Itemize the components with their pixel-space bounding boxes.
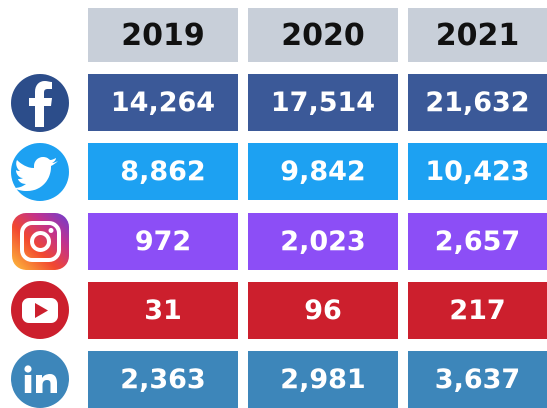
youtube-icon	[11, 281, 69, 339]
header-cell: 2021	[408, 8, 547, 62]
data-cell: 217	[408, 282, 547, 339]
data-cell: 14,264	[88, 74, 238, 131]
header-cell: 2020	[248, 8, 398, 62]
data-cell: 2,363	[88, 351, 238, 408]
data-cell: 96	[248, 282, 398, 339]
data-cell: 10,423	[408, 143, 547, 200]
facebook-icon	[11, 74, 69, 132]
data-cell: 2,657	[408, 213, 547, 270]
data-cell: 9,842	[248, 143, 398, 200]
data-cell: 972	[88, 213, 238, 270]
data-cell: 3,637	[408, 351, 547, 408]
data-cell: 2,981	[248, 351, 398, 408]
instagram-icon	[12, 213, 69, 270]
twitter-icon	[11, 143, 69, 201]
data-cell: 31	[88, 282, 238, 339]
linkedin-icon	[11, 350, 69, 408]
data-cell: 21,632	[408, 74, 547, 131]
data-cell: 2,023	[248, 213, 398, 270]
header-cell: 2019	[88, 8, 238, 62]
data-cell: 17,514	[248, 74, 398, 131]
data-cell: 8,862	[88, 143, 238, 200]
icons	[11, 74, 69, 408]
